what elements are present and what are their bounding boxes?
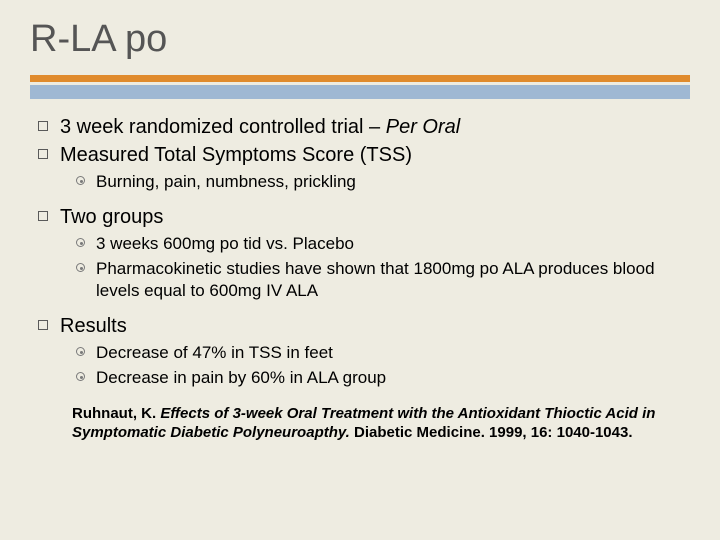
bullet-text: Pharmacokinetic studies have shown that … [96, 258, 690, 302]
circle-bullet-icon [76, 263, 85, 272]
circle-bullet-icon [76, 176, 85, 185]
bullet-text: Decrease of 47% in TSS in feet [96, 342, 333, 364]
subbullet-pharmacokinetic: Pharmacokinetic studies have shown that … [76, 258, 690, 302]
bullet-text: Decrease in pain by 60% in ALA group [96, 367, 386, 389]
circle-bullet-icon [76, 238, 85, 247]
bullet-text: Two groups [60, 205, 163, 230]
citation-details: Diabetic Medicine. 1999, 16: 1040-1043. [350, 424, 633, 441]
square-bullet-icon [38, 149, 48, 159]
divider [30, 75, 690, 99]
slide: R-LA po 3 week randomized controlled tri… [0, 0, 720, 540]
bullet-text: Measured Total Symptoms Score (TSS) [60, 143, 412, 168]
subbullet-pain-decrease: Decrease in pain by 60% in ALA group [76, 367, 690, 389]
square-bullet-icon [38, 121, 48, 131]
subbullet-tss-decrease: Decrease of 47% in TSS in feet [76, 342, 690, 364]
circle-bullet-icon [76, 347, 85, 356]
bullet-text: 3 weeks 600mg po tid vs. Placebo [96, 233, 354, 255]
square-bullet-icon [38, 211, 48, 221]
blue-bar [30, 85, 690, 99]
bullet-text: Results [60, 314, 127, 339]
circle-bullet-icon [76, 372, 85, 381]
bullet-two-groups: Two groups [38, 205, 690, 230]
bullet-text: 3 week randomized controlled trial – Per… [60, 115, 460, 140]
slide-title: R-LA po [30, 18, 690, 61]
square-bullet-icon [38, 320, 48, 330]
citation: Ruhnaut, K. Effects of 3-week Oral Treat… [72, 404, 680, 443]
subbullet-symptoms: Burning, pain, numbness, prickling [76, 171, 690, 193]
orange-bar [30, 75, 690, 82]
bullet-tss: Measured Total Symptoms Score (TSS) [38, 143, 690, 168]
bullet-trial: 3 week randomized controlled trial – Per… [38, 115, 690, 140]
bullet-results: Results [38, 314, 690, 339]
bullet-text: Burning, pain, numbness, prickling [96, 171, 356, 193]
citation-author: Ruhnaut, K. [72, 405, 160, 422]
bullet-text-italic: Per Oral [386, 116, 460, 138]
bullet-text-part: 3 week randomized controlled trial – [60, 116, 386, 138]
content-area: 3 week randomized controlled trial – Per… [30, 115, 690, 443]
subbullet-dosing: 3 weeks 600mg po tid vs. Placebo [76, 233, 690, 255]
